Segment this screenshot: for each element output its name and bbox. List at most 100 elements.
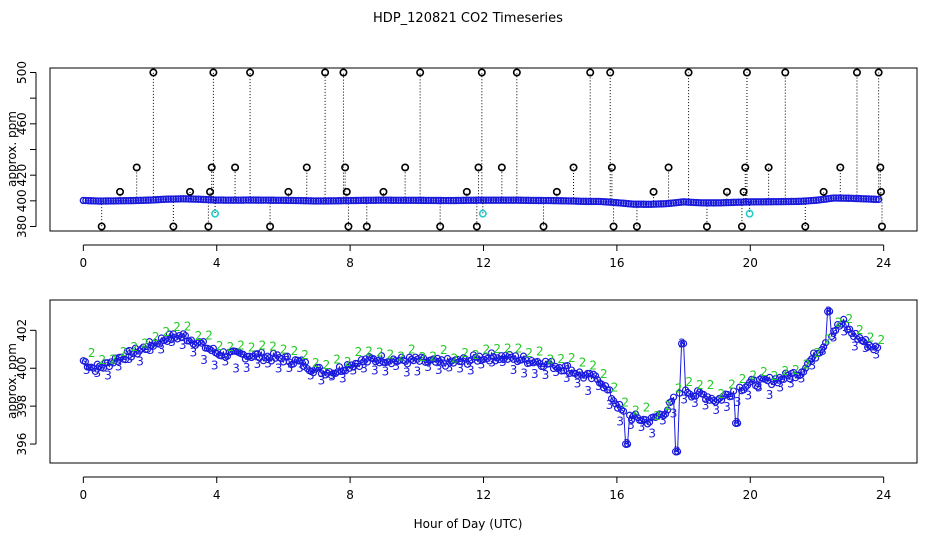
data-point <box>447 196 455 205</box>
outlier-point <box>852 68 861 77</box>
x-tick-label: 20 <box>743 256 758 270</box>
data-point <box>584 197 593 206</box>
series-2-marker: 2 <box>472 348 480 362</box>
data-point <box>567 197 575 205</box>
data-point <box>82 196 90 205</box>
data-point <box>349 196 358 205</box>
series-2-marker: 2 <box>195 329 203 343</box>
data-point <box>322 197 330 205</box>
series-3-marker: 3 <box>673 445 681 459</box>
data-point <box>514 196 523 204</box>
series-3-marker: 3 <box>328 370 336 384</box>
x-axis-label: Hour of Day (UTC) <box>414 517 523 531</box>
outlier-point <box>819 187 828 196</box>
data-point <box>749 198 758 206</box>
data-point <box>104 197 113 205</box>
data-point <box>121 356 129 364</box>
data-point <box>675 389 684 397</box>
data-point <box>737 198 745 206</box>
data-point <box>643 420 652 428</box>
series-3-marker: 3 <box>798 372 806 386</box>
series-3-marker: 3 <box>678 337 686 351</box>
x-tick-label: 24 <box>876 256 891 270</box>
data-point <box>482 196 490 204</box>
series-2-marker: 2 <box>88 346 96 360</box>
outlier-point <box>169 222 178 231</box>
data-point <box>832 194 840 202</box>
data-point <box>624 200 633 208</box>
data-point <box>369 196 378 204</box>
data-point <box>637 200 645 208</box>
data-point <box>699 199 708 207</box>
outlier-point <box>472 222 481 231</box>
data-point <box>119 197 128 205</box>
data-point <box>767 198 775 206</box>
series-3-marker: 3 <box>350 364 358 378</box>
data-point <box>492 196 500 204</box>
outlier-point <box>741 163 750 172</box>
data-point <box>629 200 638 208</box>
data-point <box>192 195 200 203</box>
data-point <box>604 198 613 206</box>
panel-1-axes: 0 4 8 12 16 20 24 380 420 460 500 400 <box>15 61 891 270</box>
data-point <box>717 396 726 404</box>
data-point <box>124 196 133 205</box>
data-point <box>399 196 408 205</box>
data-point <box>207 196 215 204</box>
data-point <box>872 195 880 204</box>
series-3-marker: 3 <box>563 371 571 385</box>
data-point <box>374 196 383 204</box>
data-point <box>389 196 398 204</box>
data-point <box>591 372 600 380</box>
data-point <box>534 196 543 205</box>
data-point <box>627 200 635 208</box>
data-point <box>607 198 615 206</box>
series-3-marker: 3 <box>264 356 272 370</box>
series-3-marker: 3 <box>360 361 368 375</box>
y-tick-label: 460 <box>15 112 29 135</box>
data-point <box>612 198 620 207</box>
data-point <box>449 196 458 205</box>
data-point <box>274 196 283 204</box>
data-point <box>497 352 506 360</box>
data-point <box>382 196 390 204</box>
outlier-point <box>462 187 471 196</box>
data-point <box>307 197 315 205</box>
data-point <box>649 200 658 208</box>
data-point <box>717 199 725 207</box>
data-point <box>439 196 448 205</box>
y-tick-label: 380 <box>15 215 29 238</box>
data-point <box>159 195 168 204</box>
data-point <box>209 344 217 352</box>
data-point <box>664 199 673 208</box>
data-point <box>357 196 365 205</box>
series-3-marker: 3 <box>712 403 720 417</box>
data-point <box>787 197 795 206</box>
data-point <box>797 197 805 205</box>
data-point <box>264 196 273 204</box>
data-point <box>512 196 520 204</box>
data-point <box>824 307 832 315</box>
series-3-marker: 3 <box>318 373 326 387</box>
data-point <box>542 196 550 205</box>
series-3-marker: 3 <box>392 359 400 373</box>
data-point <box>552 196 560 205</box>
data-point <box>182 195 190 203</box>
series-3-marker: 3 <box>531 367 539 381</box>
series-2-marker: 2 <box>323 358 331 372</box>
data-point <box>237 196 245 204</box>
data-point <box>694 198 703 207</box>
series-2-marker: 2 <box>781 364 789 378</box>
data-point <box>403 360 412 368</box>
data-point <box>682 198 690 206</box>
data-point <box>834 194 843 202</box>
x-tick-label: 12 <box>476 488 491 502</box>
data-point <box>796 371 804 380</box>
series-3-marker: 3 <box>286 361 294 375</box>
data-point <box>729 387 738 395</box>
series-3-marker: 3 <box>190 346 198 360</box>
outlier-point <box>497 163 506 172</box>
y-tick-label: 402 <box>15 319 29 342</box>
data-point <box>134 196 143 205</box>
data-point <box>107 197 115 205</box>
